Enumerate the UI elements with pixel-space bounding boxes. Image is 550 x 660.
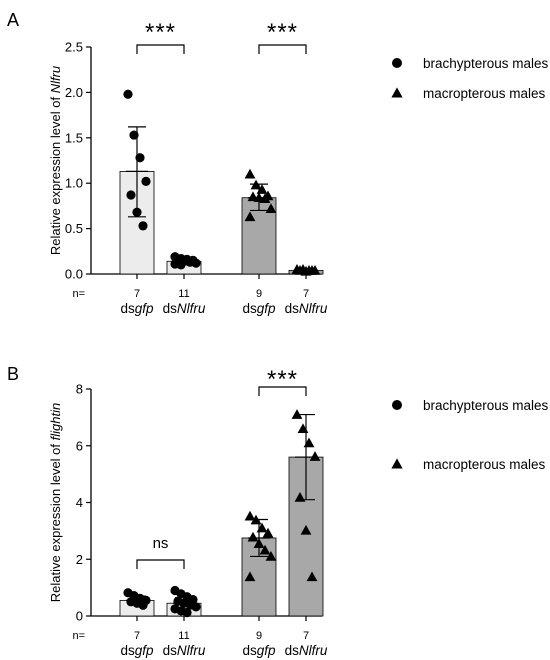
y-axis-label-gene: Nlfru (48, 66, 63, 93)
data-point (244, 571, 256, 582)
panel-label: A (7, 10, 19, 30)
data-point (244, 168, 256, 179)
x-group-prefix: ds (163, 643, 178, 658)
x-group-label: dsNlfru (163, 301, 206, 316)
x-group-label: dsNlfru (163, 643, 206, 658)
y-axis-label: Relative expression level of Nlfru (48, 66, 63, 255)
x-group-gene: Nlfru (299, 301, 328, 316)
data-point (259, 544, 271, 555)
y-tick-label: 2 (76, 552, 83, 567)
panel-b: B 0 2 4 6 8 Relative expression level of fligh… (7, 364, 549, 658)
n-count: 11 (178, 288, 189, 300)
n-count: 7 (134, 630, 140, 642)
significance-bracket (136, 44, 185, 54)
data-point (126, 190, 136, 200)
legend-marker-circle (392, 58, 402, 68)
x-group-gene: gfp (257, 643, 276, 658)
y-tick-label: 0 (76, 609, 83, 624)
data-point (123, 89, 133, 99)
data-point (182, 607, 192, 618)
significance-bracket (136, 559, 185, 569)
n-count: 7 (134, 288, 140, 300)
y-axis-label: Relative expression level of flightin (48, 403, 63, 602)
n-count: 7 (303, 288, 309, 300)
y-tick-label: 2.0 (65, 85, 83, 100)
n-count: 7 (303, 630, 309, 642)
x-group-prefix: ds (120, 643, 135, 658)
x-group-gene: Nlfru (299, 643, 328, 658)
x-group-label: dsNlfru (285, 301, 328, 316)
data-point (138, 221, 148, 231)
significance-bracket (258, 44, 307, 54)
y-axis-label-prefix: Relative expression level of (48, 440, 63, 602)
data-point (244, 510, 256, 521)
x-group-gene: Nlfru (177, 643, 206, 658)
significance-bracket (258, 386, 307, 396)
data-point (303, 437, 315, 448)
legend-marker-triangle (391, 458, 403, 469)
x-group-prefix: ds (285, 301, 300, 316)
significance-label: *** (267, 366, 298, 393)
legend-label: brachypterous males (423, 56, 549, 71)
data-point (265, 551, 277, 561)
n-count: 9 (256, 288, 262, 300)
y-tick-label: 1.5 (65, 130, 83, 145)
n-count: 11 (178, 630, 189, 642)
y-axis-label-gene: flightin (48, 403, 63, 441)
x-group-gene: gfp (135, 643, 154, 658)
data-point (244, 211, 256, 222)
legend-label: brachypterous males (423, 398, 549, 413)
x-group-prefix: ds (285, 643, 300, 658)
y-tick-label: 0.0 (65, 267, 83, 282)
x-group-prefix: ds (163, 301, 178, 316)
data-point (135, 153, 145, 163)
legend-marker-triangle (391, 87, 403, 98)
data-point (309, 451, 321, 461)
x-group-label: dsgfp (242, 301, 276, 316)
data-point (129, 130, 139, 140)
y-tick-label: 1.0 (65, 176, 83, 191)
significance-label: ns (153, 535, 169, 552)
data-point (191, 258, 201, 268)
n-count: 9 (256, 630, 262, 642)
data-point (265, 203, 277, 213)
x-group-label: dsgfp (120, 643, 154, 658)
x-group-gene: Nlfru (177, 301, 206, 316)
n-prefix: n= (72, 630, 85, 642)
panel-label: B (7, 364, 19, 384)
data-point (300, 524, 312, 535)
data-point (262, 527, 274, 538)
x-group-label: dsNlfru (285, 643, 328, 658)
x-group-gene: gfp (257, 301, 276, 316)
y-tick-label: 4 (76, 495, 83, 510)
significance-label: *** (145, 19, 176, 46)
x-group-gene: gfp (135, 301, 154, 316)
x-group-label: dsgfp (242, 643, 276, 658)
data-point (297, 423, 309, 434)
y-tick-label: 0.5 (65, 221, 83, 236)
significance-label: *** (267, 19, 298, 46)
legend-label: macropterous males (423, 457, 546, 472)
data-point (141, 176, 151, 186)
data-point (247, 531, 259, 542)
y-tick-label: 6 (76, 438, 83, 453)
n-prefix: n= (72, 288, 85, 300)
data-point (191, 602, 201, 612)
legend-label: macropterous males (423, 86, 546, 101)
y-axis-label-prefix: Relative expression level of (48, 93, 63, 255)
x-group-prefix: ds (242, 301, 257, 316)
data-point (306, 571, 318, 582)
x-group-label: dsgfp (120, 301, 154, 316)
x-group-prefix: ds (120, 301, 135, 316)
x-group-prefix: ds (242, 643, 257, 658)
y-tick-label: 8 (76, 382, 83, 397)
legend-marker-circle (392, 400, 402, 410)
y-tick-label: 2.5 (65, 40, 83, 55)
